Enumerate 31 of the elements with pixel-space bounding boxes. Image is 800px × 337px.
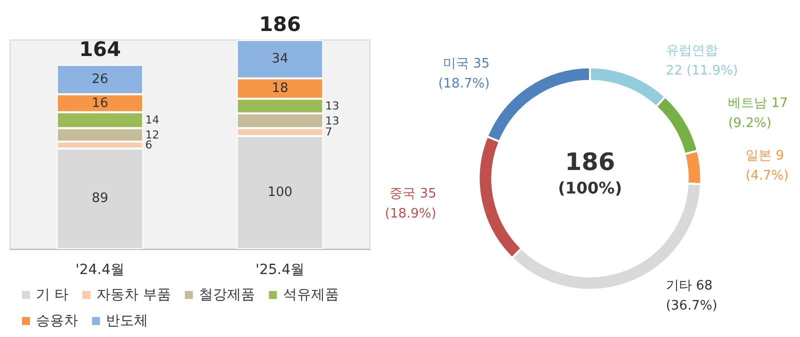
data-label: 100 [268,185,292,200]
slice-label: 중국 35 (18.9%) [384,186,436,222]
x-tick-label: '24.4월 [75,262,125,278]
data-label: 13 [325,100,340,113]
data-label: 16 [92,96,108,111]
slice-label: 일본 9 (4.7%) [746,148,789,184]
data-label: 22 (11.9%) [666,64,738,79]
total-label: 164 [79,36,121,61]
data-label: 13 [325,114,340,128]
text: (100%) [558,178,622,198]
x-tick-label: '25.4월 [255,262,305,278]
data-label: 6 [145,138,152,152]
slice-label: 베트남 17 (9.2%) [728,96,788,132]
legend-label: 기 타 [36,287,68,303]
data-label: 18 [272,81,288,96]
slice-label: 유럽연합 [666,44,718,59]
data-label: 34 [272,52,288,67]
legend-label: 석유제품 [282,287,339,303]
legend-label: 반도체 [106,313,148,329]
legend-label: 철강제품 [198,287,255,303]
legend-label: 승용차 [36,313,78,329]
data-label: 14 [145,114,160,127]
data-label: 7 [325,126,332,139]
total-label: 186 [259,12,301,36]
slice-label: 미국 35 (18.7%) [438,56,490,92]
data-label: 12 [145,128,160,142]
data-label: 89 [92,191,108,206]
slice-label: 기타 68 (36.7%) [666,278,718,314]
data-label: 26 [92,72,108,88]
legend-label: 자동차 부품 [96,287,171,303]
text: 186 [564,148,616,176]
